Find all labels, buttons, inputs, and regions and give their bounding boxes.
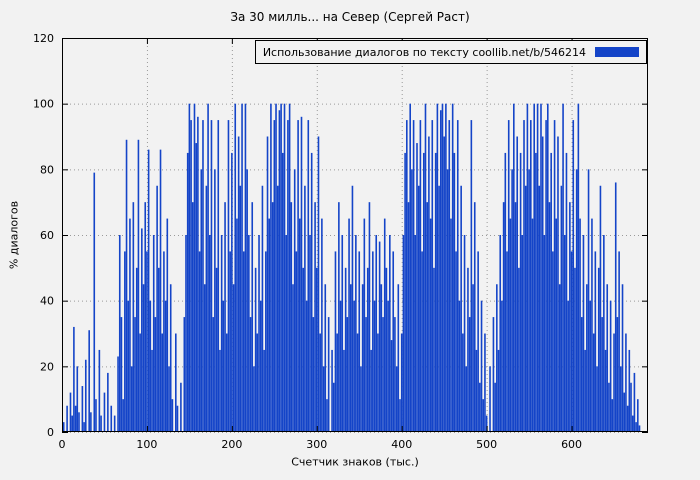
legend: Использование диалогов по тексту coollib… <box>254 40 647 64</box>
svg-text:0: 0 <box>59 438 66 451</box>
svg-text:20: 20 <box>40 360 54 373</box>
legend-label: Использование диалогов по тексту coollib… <box>262 45 586 59</box>
tick-marks <box>62 38 648 433</box>
svg-text:600: 600 <box>561 438 582 451</box>
chart-title: За 30 милль... на Север (Сергей Раст) <box>230 10 470 24</box>
legend-swatch <box>595 47 639 57</box>
svg-text:120: 120 <box>33 32 54 45</box>
svg-text:60: 60 <box>40 229 54 242</box>
svg-text:0: 0 <box>47 426 54 439</box>
svg-text:400: 400 <box>391 438 412 451</box>
svg-text:200: 200 <box>221 438 242 451</box>
bars <box>62 103 641 433</box>
svg-text:80: 80 <box>40 163 54 176</box>
x-axis-label: Счетчик знаков (тыс.) <box>291 455 419 469</box>
svg-text:500: 500 <box>476 438 497 451</box>
svg-text:100: 100 <box>136 438 157 451</box>
svg-text:300: 300 <box>306 438 327 451</box>
svg-text:100: 100 <box>33 98 54 111</box>
svg-text:40: 40 <box>40 295 54 308</box>
tick-labels: 0 100 200 300 400 500 600 0 20 40 60 80 100 120 <box>33 32 582 451</box>
